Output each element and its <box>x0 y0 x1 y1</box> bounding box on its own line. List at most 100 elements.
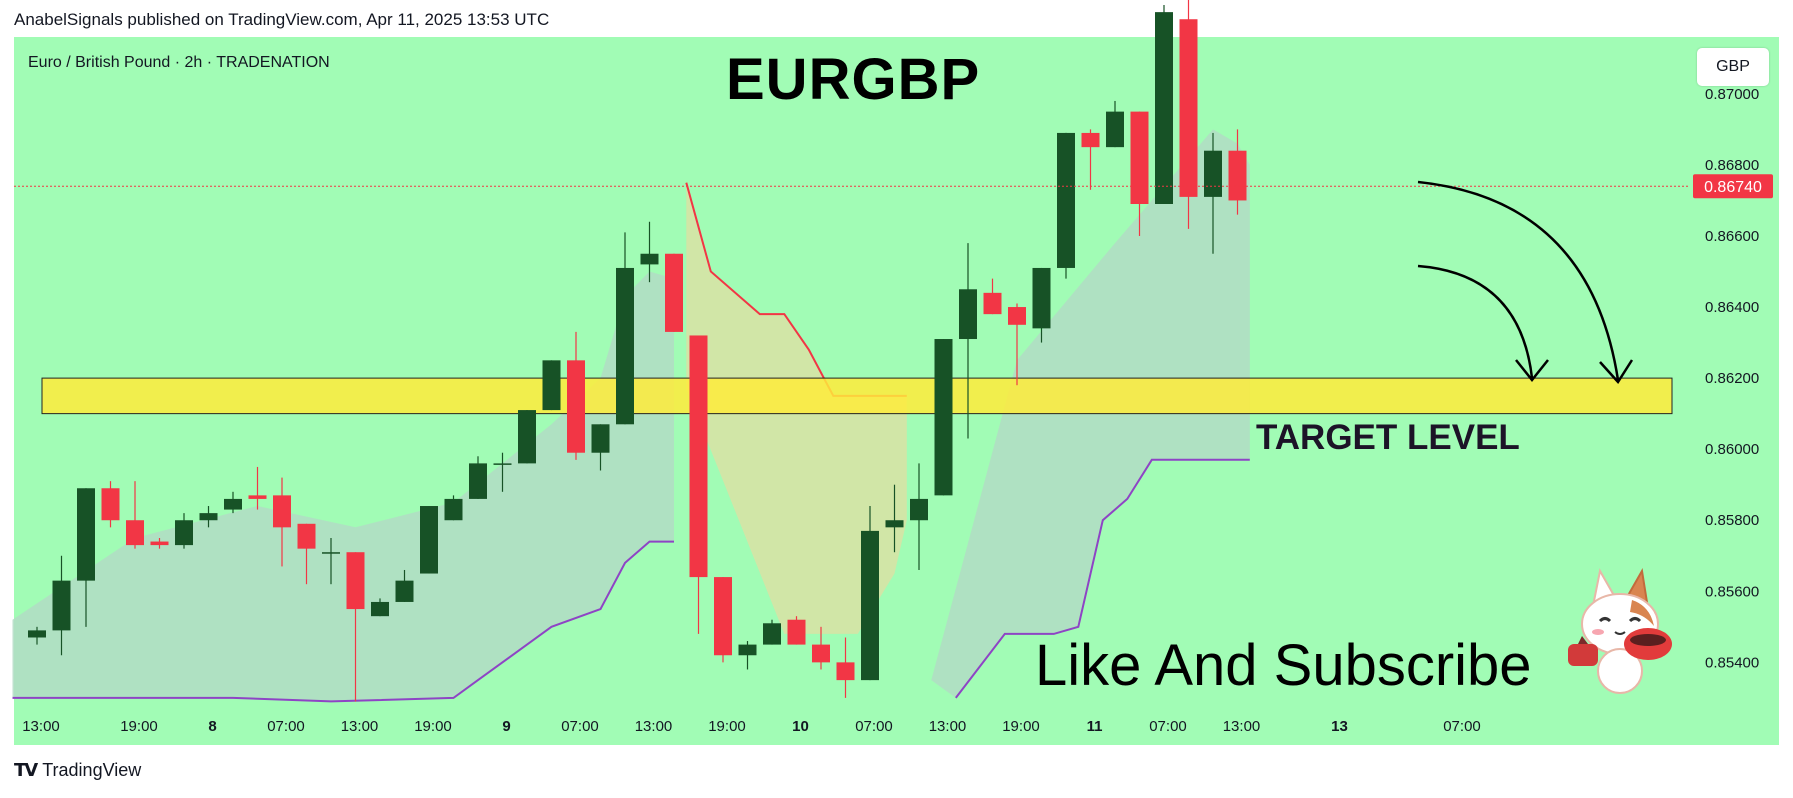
candle-body <box>469 463 487 499</box>
time-tick-label: 8 <box>208 718 216 735</box>
price-tick-label: 0.86800 <box>1705 157 1759 174</box>
tradingview-logo[interactable]: TV TradingView <box>14 760 141 781</box>
price-axis: 0.85400 0.85600 0.85800 0.86000 0.86200 0.864… <box>1705 86 1759 672</box>
candle <box>273 477 291 567</box>
attribution: AnabelSignals published on TradingView.c… <box>14 10 550 29</box>
candle-body <box>640 253 659 265</box>
price-tick-label: 0.87000 <box>1705 86 1759 103</box>
candle-body <box>371 601 389 617</box>
candle-body <box>1155 12 1173 205</box>
candle <box>420 506 438 574</box>
forecast-arrows <box>1417 180 1634 385</box>
time-tick-label: 07:00 <box>561 718 599 735</box>
call-to-action: Like And Subscribe <box>1035 633 1532 698</box>
candle <box>493 452 512 492</box>
symbol-description: Euro / British Pound · 2h · TRADENATION <box>28 54 330 71</box>
candle-body <box>297 523 316 549</box>
candle-body <box>616 267 634 425</box>
target-zone-rect <box>41 377 1673 415</box>
candle <box>714 577 732 663</box>
lower-band-line <box>12 540 674 703</box>
candle <box>567 331 585 460</box>
time-tick-label: 9 <box>502 718 510 735</box>
candle <box>1204 132 1222 254</box>
time-tick-label: 13:00 <box>22 718 60 735</box>
candle <box>959 243 977 439</box>
candle-body <box>77 488 95 581</box>
candle <box>689 335 708 634</box>
price-tick-label: 0.86600 <box>1705 228 1759 245</box>
candle <box>1179 0 1198 229</box>
candle-body <box>689 335 708 578</box>
time-tick-label: 19:00 <box>708 718 746 735</box>
candle <box>395 569 414 602</box>
candle-body <box>1204 150 1222 197</box>
forecast-arrow-long <box>1417 180 1620 381</box>
price-tick-label: 0.85400 <box>1705 654 1759 671</box>
candle-body <box>1130 111 1149 204</box>
candle-body <box>714 577 732 656</box>
last-price-tag <box>1693 174 1773 199</box>
candle <box>199 506 218 528</box>
candle <box>175 513 193 549</box>
candle-body <box>518 410 536 464</box>
currency-button[interactable]: GBP <box>1697 48 1769 86</box>
candle-body <box>322 552 340 554</box>
forecast-arrowhead-long <box>1599 359 1634 385</box>
candle <box>885 484 904 553</box>
candle-body <box>101 488 120 521</box>
candle <box>542 360 561 411</box>
target-zone <box>41 377 1673 415</box>
time-tick-label: 11 <box>1087 718 1103 735</box>
candle-body <box>1032 267 1051 329</box>
candle-body <box>346 552 365 610</box>
candle <box>910 463 928 570</box>
time-tick-label: 13:00 <box>341 718 379 735</box>
candle-body <box>1081 132 1100 148</box>
candle <box>346 552 365 702</box>
candle <box>1081 129 1100 190</box>
tradingview-logo-icon: TV <box>14 760 38 781</box>
candles <box>28 0 1247 702</box>
time-tick-label: 07:00 <box>1149 718 1187 735</box>
band-fill-a <box>12 271 674 702</box>
candle-body <box>836 662 855 681</box>
candle <box>861 506 879 681</box>
candle <box>738 641 757 670</box>
time-tick-label: 10 <box>792 718 809 735</box>
forecast-arrowhead-short <box>1515 359 1549 383</box>
candle <box>591 424 610 471</box>
candle <box>371 598 389 617</box>
time-tick-label: 07:00 <box>855 718 893 735</box>
last-price-value: 0.86740 <box>1704 179 1762 196</box>
candle <box>1130 111 1149 236</box>
candle <box>812 626 830 670</box>
last-price-line: 0.86740 <box>14 174 1773 199</box>
candle-body <box>1179 19 1198 197</box>
candle-body <box>591 424 610 453</box>
candle-body <box>273 495 291 528</box>
candle-body <box>812 644 830 663</box>
candle <box>469 456 487 499</box>
time-tick-label: 07:00 <box>1443 718 1481 735</box>
time-tick-label: 19:00 <box>1002 718 1040 735</box>
candle <box>1155 5 1173 205</box>
candle-body <box>959 289 977 340</box>
candle <box>150 538 169 549</box>
price-tick-label: 0.86200 <box>1705 370 1759 387</box>
candle-body <box>738 644 757 656</box>
time-tick-label: 13:00 <box>1223 718 1261 735</box>
candle-body <box>1008 307 1026 325</box>
candle-body <box>175 520 193 546</box>
candle <box>1057 132 1075 279</box>
candle-body <box>52 580 71 631</box>
candle-body <box>567 360 585 453</box>
candle <box>616 232 634 425</box>
time-tick-label: 19:00 <box>120 718 158 735</box>
candle-body <box>542 360 561 411</box>
candle-body <box>1106 111 1124 148</box>
candle <box>126 481 144 549</box>
candle-body <box>763 623 781 645</box>
time-tick-label: 13 <box>1331 718 1348 735</box>
